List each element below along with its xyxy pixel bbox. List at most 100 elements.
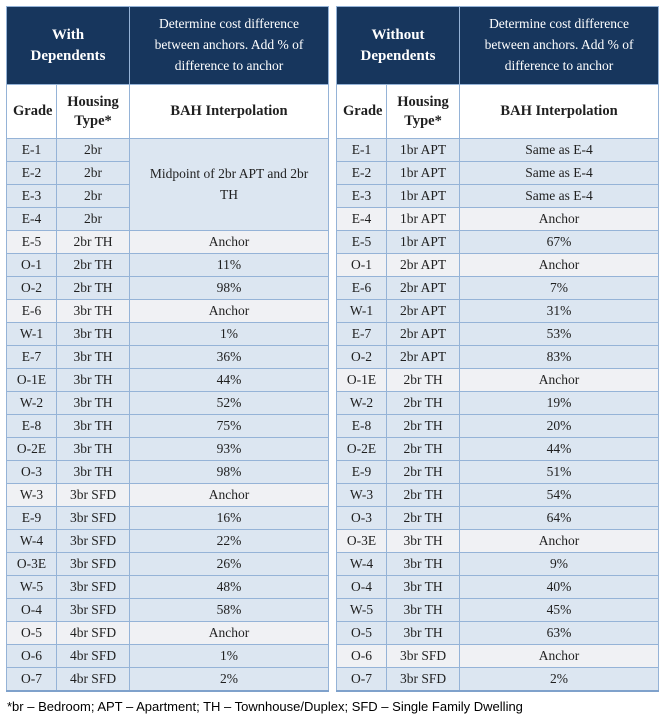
table-header-row: With Dependents Determine cost differenc… bbox=[5, 6, 330, 85]
grade-cell: E-3 bbox=[6, 184, 57, 208]
table-header-row: Without Dependents Determine cost differ… bbox=[336, 6, 660, 85]
housing-type-cell: 2br TH bbox=[386, 506, 461, 530]
grade-cell: E-3 bbox=[336, 184, 388, 208]
col-header-housing-type: Housing Type* bbox=[55, 84, 131, 139]
grade-cell: E-8 bbox=[336, 414, 388, 438]
table-row: E-6 3br TH Anchor bbox=[6, 299, 330, 323]
table-row: W-2 2br TH 19% bbox=[336, 391, 660, 415]
grade-cell: O-1 bbox=[6, 253, 57, 277]
bah-cell: Same as E-4 bbox=[459, 138, 660, 162]
bah-cell: Same as E-4 bbox=[459, 161, 660, 185]
bah-cell: 51% bbox=[459, 460, 660, 484]
table-row: E-6 2br APT 7% bbox=[336, 276, 660, 300]
housing-type-cell: 1br APT bbox=[386, 207, 461, 231]
bah-cell: 2% bbox=[129, 667, 330, 692]
housing-type-cell: 3br TH bbox=[55, 322, 131, 346]
bah-cell: 75% bbox=[129, 414, 330, 438]
grade-cell: W-1 bbox=[336, 299, 388, 323]
col-header-bah-interpolation: BAH Interpolation bbox=[129, 84, 330, 139]
housing-type-cell: 3br TH bbox=[55, 391, 131, 415]
table-row: O-1E 2br TH Anchor bbox=[336, 368, 660, 392]
footnote: *br – Bedroom; APT – Apartment; TH – Tow… bbox=[7, 699, 523, 714]
housing-type-cell: 3br TH bbox=[386, 621, 461, 645]
grade-cell: O-2 bbox=[336, 345, 388, 369]
housing-type-cell: 3br SFD bbox=[55, 575, 131, 599]
bah-cell: 98% bbox=[129, 460, 330, 484]
grade-cell: E-2 bbox=[336, 161, 388, 185]
bah-cell: 48% bbox=[129, 575, 330, 599]
grade-cell: W-2 bbox=[6, 391, 57, 415]
bah-cell: Anchor bbox=[129, 483, 330, 507]
bah-cell: Anchor bbox=[459, 529, 660, 553]
housing-type-cell: 2br TH bbox=[386, 483, 461, 507]
housing-type-cell: 2br bbox=[55, 207, 131, 231]
grade-cell: W-3 bbox=[6, 483, 57, 507]
table-instruction: Determine cost difference between anchor… bbox=[129, 6, 330, 85]
grade-cell: W-3 bbox=[336, 483, 388, 507]
grade-cell: E-4 bbox=[6, 207, 57, 231]
housing-type-cell: 3br SFD bbox=[386, 644, 461, 668]
housing-type-cell: 3br SFD bbox=[55, 506, 131, 530]
table-title: Without Dependents bbox=[336, 6, 461, 85]
table-row: O-2E 2br TH 44% bbox=[336, 437, 660, 461]
housing-type-cell: 2br TH bbox=[386, 414, 461, 438]
housing-type-cell: 3br TH bbox=[386, 598, 461, 622]
table-row: O-6 4br SFD 1% bbox=[6, 644, 330, 668]
bah-cell: Anchor bbox=[129, 299, 330, 323]
grade-cell: E-4 bbox=[336, 207, 388, 231]
bah-cell: 11% bbox=[129, 253, 330, 277]
grade-cell: E-6 bbox=[6, 299, 57, 323]
without-dependents-table: Without Dependents Determine cost differ… bbox=[336, 6, 660, 692]
housing-type-cell: 3br TH bbox=[55, 460, 131, 484]
grade-cell: E-9 bbox=[6, 506, 57, 530]
bah-cell: 93% bbox=[129, 437, 330, 461]
bah-cell: 7% bbox=[459, 276, 660, 300]
housing-type-cell: 3br SFD bbox=[55, 483, 131, 507]
grade-cell: O-5 bbox=[336, 621, 388, 645]
grade-cell: O-2E bbox=[336, 437, 388, 461]
housing-type-cell: 4br SFD bbox=[55, 621, 131, 645]
housing-type-cell: 2br TH bbox=[386, 437, 461, 461]
housing-type-cell: 3br SFD bbox=[55, 552, 131, 576]
table-row: O-3E 3br TH Anchor bbox=[336, 529, 660, 553]
table-row: O-3 2br TH 64% bbox=[336, 506, 660, 530]
housing-type-cell: 2br TH bbox=[386, 391, 461, 415]
table-row: O-1 2br APT Anchor bbox=[336, 253, 660, 277]
grade-cell: O-3 bbox=[336, 506, 388, 530]
grade-cell: E-7 bbox=[336, 322, 388, 346]
housing-type-cell: 2br TH bbox=[386, 368, 461, 392]
bah-cell: 36% bbox=[129, 345, 330, 369]
grade-cell: W-2 bbox=[336, 391, 388, 415]
housing-type-cell: 2br APT bbox=[386, 253, 461, 277]
table-row: W-4 3br TH 9% bbox=[336, 552, 660, 576]
table-row: W-3 2br TH 54% bbox=[336, 483, 660, 507]
housing-type-cell: 2br TH bbox=[386, 460, 461, 484]
table-row: W-2 3br TH 52% bbox=[6, 391, 330, 415]
table-row: O-3 3br TH 98% bbox=[6, 460, 330, 484]
table-row: O-7 3br SFD 2% bbox=[336, 667, 660, 692]
bah-cell: Anchor bbox=[459, 207, 660, 231]
table-row: E-7 2br APT 53% bbox=[336, 322, 660, 346]
bah-cell: Anchor bbox=[459, 368, 660, 392]
housing-type-cell: 2br TH bbox=[55, 276, 131, 300]
table-row: O-1E 3br TH 44% bbox=[6, 368, 330, 392]
housing-type-cell: 3br SFD bbox=[386, 667, 461, 692]
table-row: E-8 2br TH 20% bbox=[336, 414, 660, 438]
table-title: With Dependents bbox=[5, 6, 131, 85]
grade-cell: E-2 bbox=[6, 161, 57, 185]
column-header-row: Grade Housing Type* BAH Interpolation bbox=[336, 84, 660, 139]
housing-type-cell: 1br APT bbox=[386, 138, 461, 162]
grade-cell: O-6 bbox=[6, 644, 57, 668]
bah-cell: Same as E-4 bbox=[459, 184, 660, 208]
grade-cell: E-5 bbox=[336, 230, 388, 254]
housing-type-cell: 3br TH bbox=[55, 437, 131, 461]
table-row: O-1 2br TH 11% bbox=[6, 253, 330, 277]
grade-cell: O-3E bbox=[336, 529, 388, 553]
table-row: O-2 2br TH 98% bbox=[6, 276, 330, 300]
table-row: E-8 3br TH 75% bbox=[6, 414, 330, 438]
bah-cell: 40% bbox=[459, 575, 660, 599]
housing-type-cell: 1br APT bbox=[386, 184, 461, 208]
table-row: E-4 1br APT Anchor bbox=[336, 207, 660, 231]
bah-cell: 31% bbox=[459, 299, 660, 323]
